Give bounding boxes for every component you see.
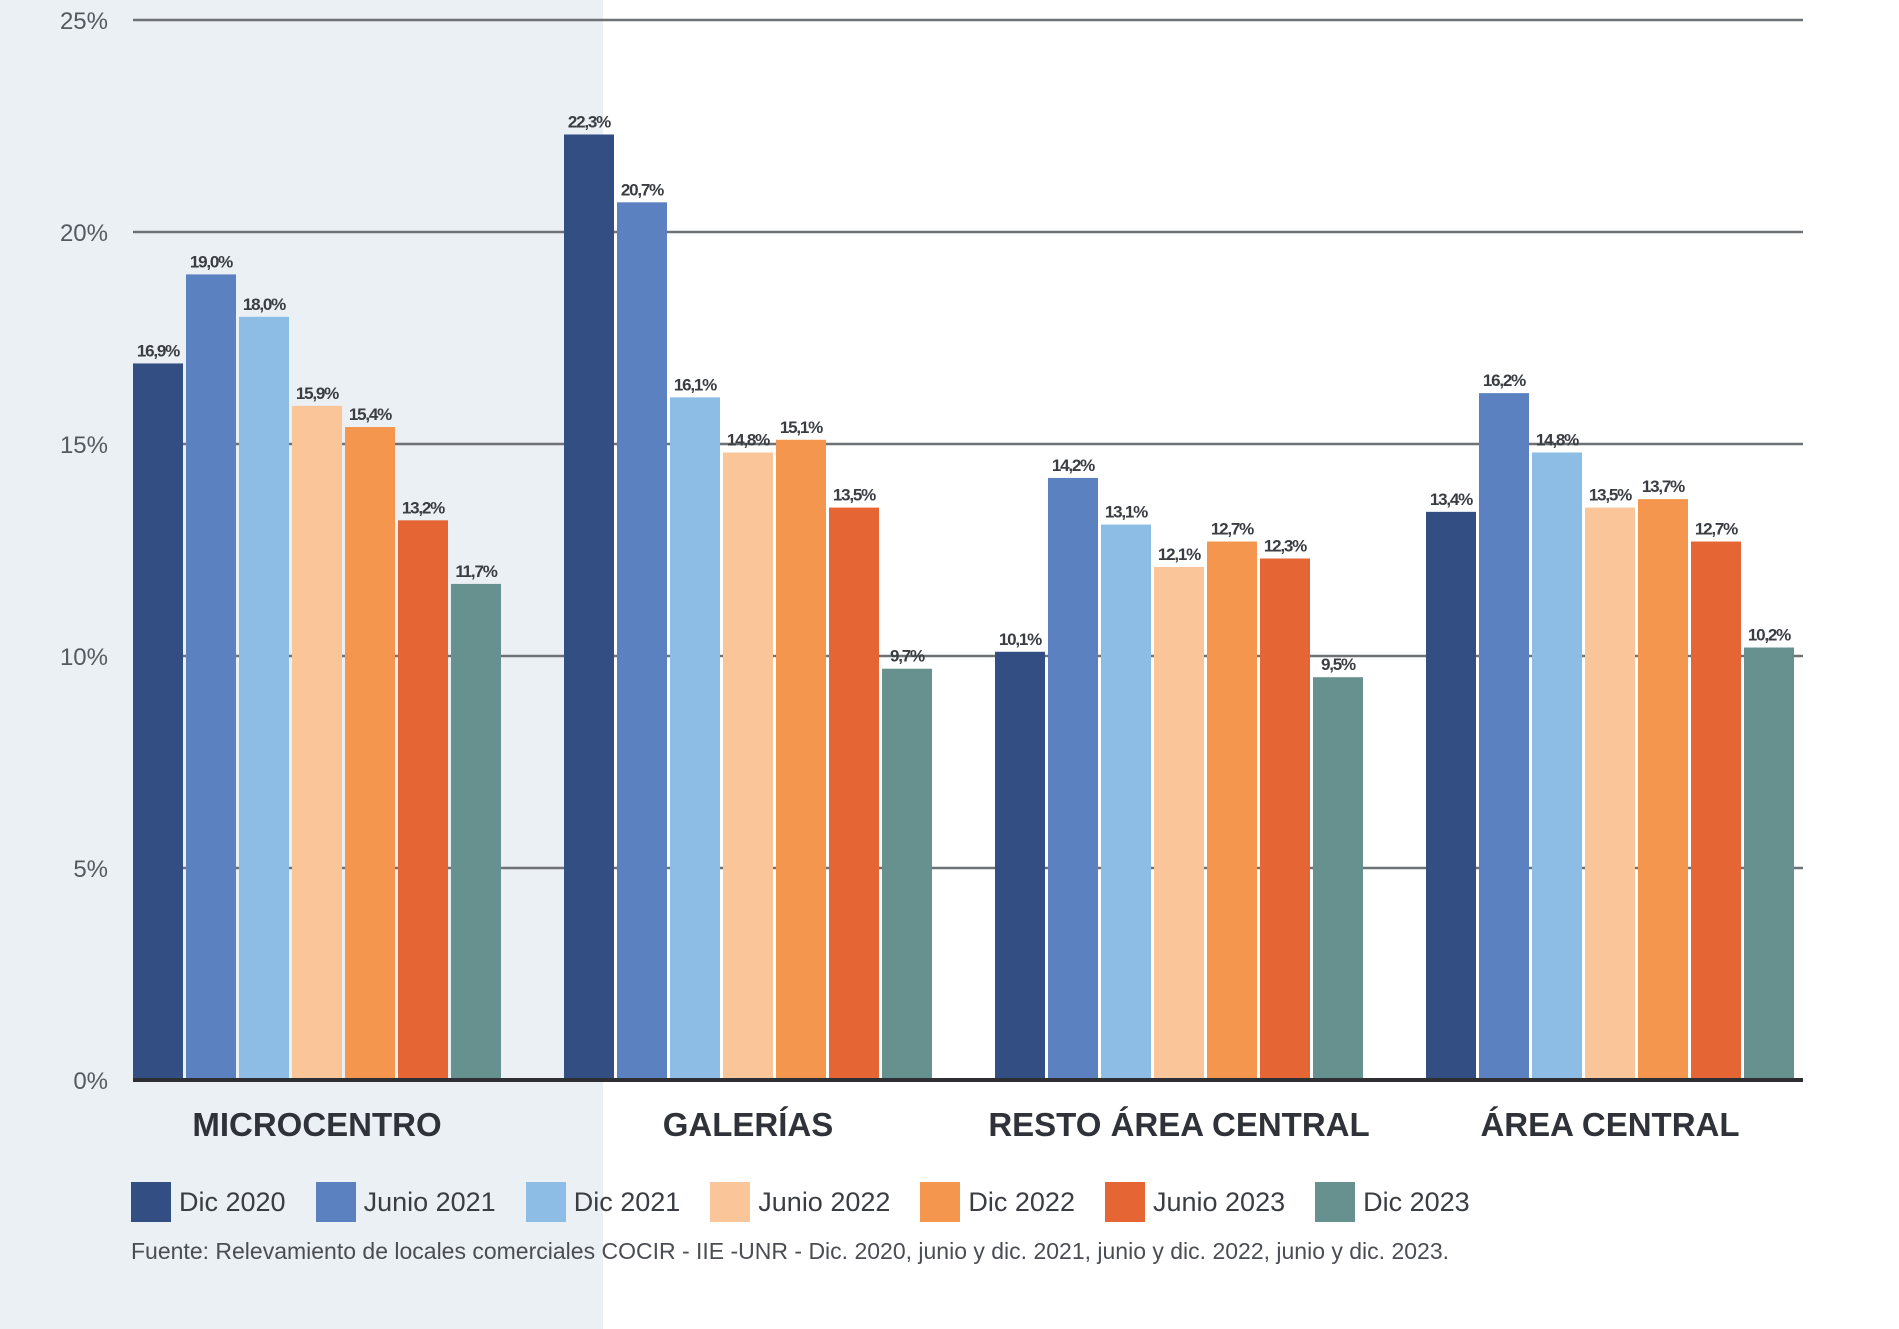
bar <box>829 507 879 1081</box>
y-tick-label: 0% <box>73 1068 108 1095</box>
legend-swatch <box>525 1182 566 1222</box>
bar <box>1048 477 1098 1080</box>
legend-label: Junio 2022 <box>758 1186 891 1217</box>
data-label: 16,1% <box>674 375 717 394</box>
legend-label: Dic 2020 <box>179 1186 286 1217</box>
legend-label: Dic 2021 <box>573 1186 681 1217</box>
data-label: 19,0% <box>190 252 233 271</box>
data-label: 14,2% <box>1052 456 1095 475</box>
bar <box>345 427 395 1080</box>
bar <box>1207 541 1257 1080</box>
legend-swatch <box>315 1182 356 1222</box>
bar <box>617 202 667 1080</box>
bar <box>1313 677 1363 1080</box>
legend-swatch <box>1315 1182 1356 1222</box>
bar <box>1691 541 1741 1080</box>
bar <box>133 363 183 1080</box>
bar <box>776 439 826 1080</box>
data-label: 15,4% <box>349 405 392 424</box>
x-axis-categories: MICROCENTRO GALERÍAS RESTO ÁREA CENTRAL ÁRE… <box>192 1106 1739 1143</box>
bar <box>1260 558 1310 1080</box>
category-label: ÁREA CENTRAL <box>1480 1106 1739 1143</box>
data-label: 13,5% <box>833 486 876 505</box>
legend-label: Junio 2023 <box>1152 1186 1286 1217</box>
data-label: 16,9% <box>137 341 180 360</box>
bar <box>1154 566 1204 1080</box>
legend-item: Junio 2021 <box>315 1182 496 1222</box>
legend-item: Dic 2021 <box>525 1182 681 1222</box>
legend-label: Dic 2022 <box>968 1186 1075 1217</box>
bar <box>451 583 501 1080</box>
data-label: 12,7% <box>1695 520 1738 539</box>
legend: Dic 2020 Junio 2021 Dic 2021 Junio 2022 Dic … <box>131 1182 1500 1222</box>
data-label: 18,0% <box>243 295 286 314</box>
category-label: RESTO ÁREA CENTRAL <box>988 1106 1369 1143</box>
data-labels: 16,9% 19,0% 18,0% 15,9% 15,4% 13,2% 11,7% 22,3%… <box>137 112 1792 674</box>
y-axis-ticks: 0% 5% 10% 15% 20% 25% <box>60 8 108 1095</box>
data-label: 16,2% <box>1483 371 1526 390</box>
data-label: 12,7% <box>1211 520 1254 539</box>
data-label: 14,8% <box>1536 430 1579 449</box>
legend-swatch <box>131 1182 171 1222</box>
legend-item: Junio 2022 <box>710 1182 890 1222</box>
y-tick-label: 5% <box>73 856 108 883</box>
legend-item: Dic 2023 <box>1315 1182 1470 1222</box>
bar <box>1101 524 1151 1080</box>
data-label: 9,7% <box>890 647 925 666</box>
bar <box>186 274 236 1080</box>
legend-swatch <box>920 1182 961 1222</box>
bar <box>670 397 720 1080</box>
legend-item: Dic 2022 <box>920 1182 1075 1222</box>
y-tick-label: 15% <box>60 432 108 459</box>
bar <box>882 668 932 1080</box>
data-label: 13,1% <box>1105 503 1148 522</box>
legend-swatch <box>710 1182 751 1222</box>
bars <box>133 134 1794 1081</box>
source-note: Fuente: Relevamiento de locales comercia… <box>131 1238 1450 1264</box>
bar <box>1426 511 1476 1081</box>
legend-item: Dic 2020 <box>131 1182 286 1222</box>
bar <box>995 651 1045 1080</box>
data-label: 20,7% <box>621 180 664 199</box>
data-label: 11,7% <box>455 562 497 581</box>
data-label: 12,3% <box>1264 536 1307 555</box>
data-label: 14,8% <box>727 430 770 449</box>
data-label: 10,2% <box>1748 626 1791 645</box>
legend-item: Junio 2023 <box>1104 1182 1286 1222</box>
y-tick-label: 25% <box>60 8 108 35</box>
data-label: 13,5% <box>1589 486 1632 505</box>
bar <box>292 405 342 1081</box>
bar <box>239 316 289 1080</box>
data-label: 15,1% <box>780 418 823 437</box>
legend-swatch <box>1104 1182 1145 1222</box>
bar <box>1744 647 1794 1080</box>
data-label: 12,1% <box>1158 545 1201 564</box>
data-label: 13,4% <box>1430 490 1473 509</box>
data-label: 15,9% <box>296 384 339 403</box>
category-label: GALERÍAS <box>663 1106 834 1143</box>
category-label: MICROCENTRO <box>192 1106 441 1143</box>
data-label: 13,2% <box>402 498 445 517</box>
bar <box>564 134 614 1081</box>
y-tick-label: 20% <box>60 220 108 247</box>
legend-label: Junio 2021 <box>363 1186 496 1217</box>
y-tick-label: 10% <box>60 644 108 671</box>
bar <box>1585 507 1635 1081</box>
bar <box>398 520 448 1080</box>
data-label: 9,5% <box>1321 655 1356 674</box>
data-label: 13,7% <box>1642 477 1685 496</box>
data-label: 22,3% <box>568 112 611 131</box>
data-label: 10,1% <box>999 630 1042 649</box>
bar <box>1638 499 1688 1080</box>
legend-label: Dic 2023 <box>1363 1186 1470 1217</box>
bar <box>1532 452 1582 1081</box>
bar <box>1479 393 1529 1080</box>
bar <box>723 452 773 1081</box>
